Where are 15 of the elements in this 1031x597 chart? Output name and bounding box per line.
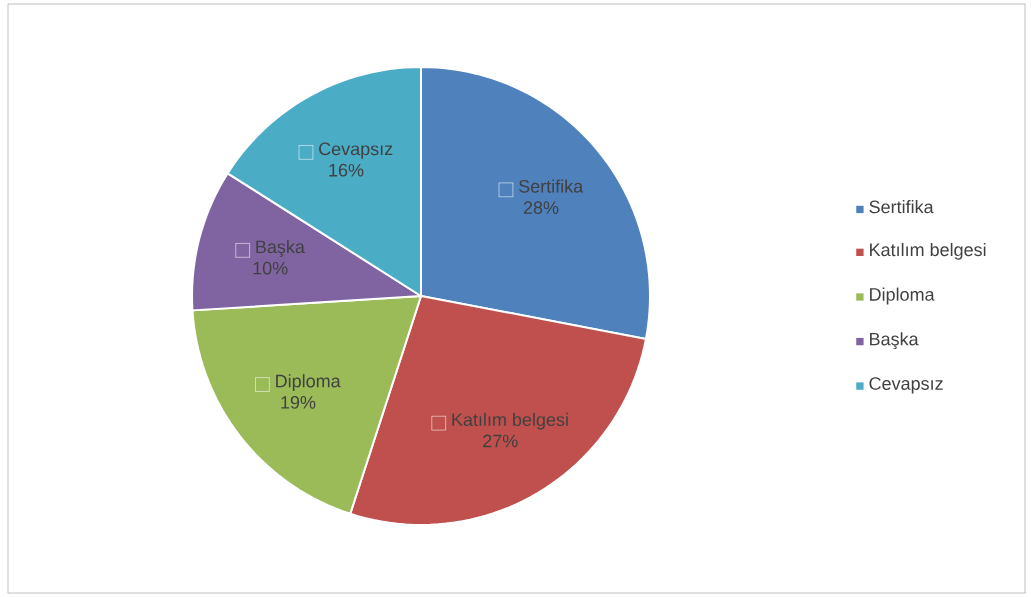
legend-label: Diploma [870,287,935,305]
slice-label: Diploma [276,374,341,391]
legend-label: Cevapsız [869,377,943,394]
data-label: 28% [523,201,559,215]
slice-label: Sertifika [518,179,584,193]
legend-label: Başka [870,332,919,350]
slice-label: Başka [256,239,305,257]
slice-label: Katılım belgesi [452,412,568,430]
legend-label: Katılım belgesi [870,242,986,260]
data-label: 16% [329,163,364,177]
data-label: 27% [483,434,518,448]
data-label: 19% [281,395,316,409]
data-label: 10% [253,261,288,275]
slice-label: Cevapsız [319,142,393,159]
legend-label: Sertifika [869,200,934,214]
